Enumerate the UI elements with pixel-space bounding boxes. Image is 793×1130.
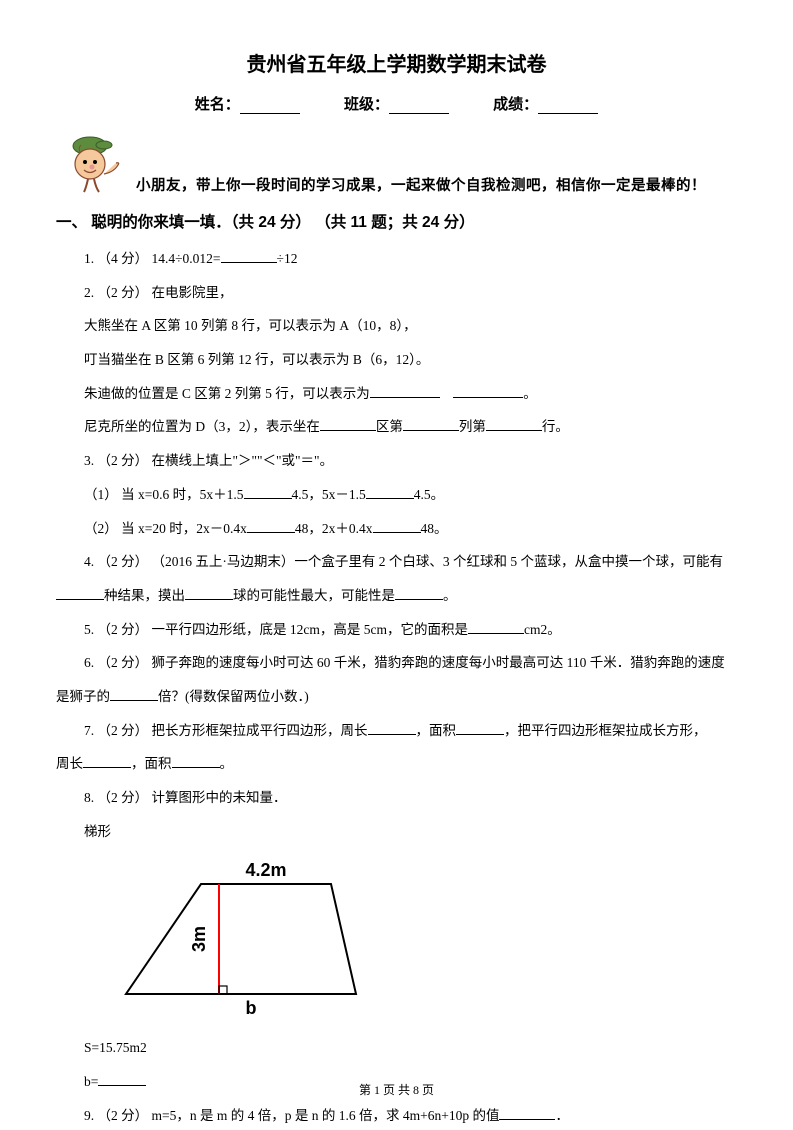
q7-blank1[interactable]: [368, 721, 416, 735]
q3-sub1-pre: （1） 当 x=0.6 时，5x＋1.5: [84, 487, 244, 502]
score-blank[interactable]: [538, 98, 598, 114]
name-blank[interactable]: [240, 98, 300, 114]
question-4-line2: 种结果，摸出 球的可能性最大，可能性是 。: [56, 581, 737, 611]
q6-line2-post: 倍？(得数保留两位小数．): [158, 689, 309, 704]
greeting-row: 小朋友，带上你一段时间的学习成果，一起来做个自我检测吧，相信你一定是最棒的！: [56, 132, 737, 196]
q2-line5-blank1[interactable]: [320, 417, 376, 431]
question-6-line1: 6. （2 分） 狮子奔跑的速度每小时可达 60 千米，猎豹奔跑的速度每小时最高…: [84, 648, 737, 678]
question-2-line3: 叮当猫坐在 B 区第 6 列第 12 行，可以表示为 B（6，12）。: [84, 345, 737, 375]
question-1: 1. （4 分） 14.4÷0.012= ÷12: [84, 244, 737, 274]
q4-post: 。: [443, 588, 457, 603]
q4-blank2[interactable]: [185, 586, 233, 600]
question-8-line2: 梯形: [84, 817, 737, 847]
class-blank[interactable]: [389, 98, 449, 114]
question-7-line2: 周长 ，面积 。: [56, 749, 737, 779]
q3-sub2-pre: （2） 当 x=20 时，2x－0.4x: [84, 521, 247, 536]
q5-blank[interactable]: [468, 620, 524, 634]
q2-line5-blank3[interactable]: [486, 417, 542, 431]
svg-text:4.2m: 4.2m: [245, 860, 286, 880]
q4-blank3[interactable]: [395, 586, 443, 600]
q4-mid2: 球的可能性最大，可能性是: [233, 588, 395, 603]
q2-line5-blank2[interactable]: [403, 417, 459, 431]
question-2-line4: 朱迪做的位置是 C 区第 2 列第 5 行，可以表示为 。: [84, 379, 737, 409]
question-7-line1: 7. （2 分） 把长方形框架拉成平行四边形，周长 ，面积 ，把平行四边形框架拉成长…: [84, 716, 737, 746]
score-label: 成绩：: [493, 96, 538, 113]
q3-sub1-blank2[interactable]: [366, 485, 414, 499]
q3-sub1-blank1[interactable]: [244, 485, 292, 499]
q7-line2-post: 。: [220, 756, 234, 771]
q3-sub2-post: 48。: [421, 521, 448, 536]
q2-line4-post: 。: [523, 386, 537, 401]
q1-suffix: ÷12: [277, 251, 298, 266]
question-8-result1: S=15.75m2: [84, 1033, 737, 1063]
question-4-line1: 4. （2 分） （2016 五上·马边期末）一个盒子里有 2 个白球、3 个红…: [84, 547, 737, 577]
q4-blank1[interactable]: [56, 586, 104, 600]
question-3-line1: 3. （2 分） 在横线上填上"＞""＜"或"＝"。: [84, 446, 737, 476]
q2-line5-mid1: 区第: [376, 419, 403, 434]
q3-sub1-post: 4.5。: [414, 487, 444, 502]
question-5: 5. （2 分） 一平行四边形纸，底是 12cm，高是 5cm，它的面积是 cm2…: [84, 615, 737, 645]
mascot-icon: [66, 132, 124, 196]
q2-line4-pre: 朱迪做的位置是 C 区第 2 列第 5 行，可以表示为: [84, 386, 370, 401]
question-3-sub2: （2） 当 x=20 时，2x－0.4x 48，2x＋0.4x 48。: [84, 514, 737, 544]
q6-line2-pre: 是狮子的: [56, 689, 110, 704]
q9-pre: 9. （2 分） m=5，n 是 m 的 4 倍，p 是 n 的 1.6 倍，求…: [84, 1108, 499, 1123]
page-title: 贵州省五年级上学期数学期末试卷: [56, 48, 737, 77]
trapezoid-figure: 4.2m 3m b: [116, 856, 737, 1021]
q7-line2-pre: 周长: [56, 756, 83, 771]
q5-pre: 5. （2 分） 一平行四边形纸，底是 12cm，高是 5cm，它的面积是: [84, 622, 468, 637]
q2-line5-mid2: 列第: [459, 419, 486, 434]
q3-sub2-blank2[interactable]: [373, 519, 421, 533]
q7-blank3[interactable]: [83, 754, 131, 768]
q5-post: cm2。: [524, 622, 561, 637]
q6-blank[interactable]: [110, 687, 158, 701]
question-2-line5: 尼克所坐的位置为 D（3，2），表示坐在 区第 列第 行。: [84, 412, 737, 442]
q7-blank2[interactable]: [456, 721, 504, 735]
svg-text:3m: 3m: [189, 926, 209, 952]
q2-line4-blank2[interactable]: [453, 384, 523, 398]
question-3-sub1: （1） 当 x=0.6 时，5x＋1.5 4.5，5x－1.5 4.5。: [84, 480, 737, 510]
q3-sub1-mid: 4.5，5x－1.5: [292, 487, 366, 502]
q9-blank[interactable]: [499, 1106, 555, 1120]
svg-text:b: b: [246, 998, 257, 1016]
q4-line1-pre: 4. （2 分） （2016 五上·马边期末）一个盒子里有 2 个白球、3 个红…: [84, 554, 723, 569]
question-2-line1: 2. （2 分） 在电影院里，: [84, 278, 737, 308]
q2-line5-post: 行。: [542, 419, 569, 434]
question-2-line2: 大熊坐在 A 区第 10 列第 8 行，可以表示为 A（10，8），: [84, 311, 737, 341]
q4-mid1: 种结果，摸出: [104, 588, 185, 603]
greeting-text: 小朋友，带上你一段时间的学习成果，一起来做个自我检测吧，相信你一定是最棒的！: [136, 174, 706, 195]
q7-line1-pre: 7. （2 分） 把长方形框架拉成平行四边形，周长: [84, 723, 368, 738]
question-6-line2: 是狮子的 倍？(得数保留两位小数．): [56, 682, 737, 712]
q2-line4-blank1[interactable]: [370, 384, 440, 398]
question-8-line1: 8. （2 分） 计算图形中的未知量．: [84, 783, 737, 813]
q7-mid1: ，面积: [416, 723, 457, 738]
class-label: 班级：: [344, 96, 389, 113]
page-footer: 第 1 页 共 8 页: [0, 1081, 793, 1098]
q1-prefix: 1. （4 分） 14.4÷0.012=: [84, 251, 221, 266]
section-1-heading: 一、 聪明的你来填一填．（共 24 分） （共 11 题；共 24 分）: [56, 210, 737, 232]
q7-line2-mid: ，面积: [131, 756, 172, 771]
name-label: 姓名：: [195, 96, 240, 113]
q1-blank[interactable]: [221, 249, 277, 263]
q3-sub2-mid: 48，2x＋0.4x: [295, 521, 373, 536]
q9-post: ．: [555, 1108, 569, 1123]
q7-mid2: ，把平行四边形框架拉成长方形，: [504, 723, 707, 738]
student-info-row: 姓名： 班级： 成绩：: [56, 93, 737, 114]
q7-blank4[interactable]: [172, 754, 220, 768]
q2-line5-pre: 尼克所坐的位置为 D（3，2），表示坐在: [84, 419, 320, 434]
q3-sub2-blank1[interactable]: [247, 519, 295, 533]
question-9: 9. （2 分） m=5，n 是 m 的 4 倍，p 是 n 的 1.6 倍，求…: [84, 1101, 737, 1130]
